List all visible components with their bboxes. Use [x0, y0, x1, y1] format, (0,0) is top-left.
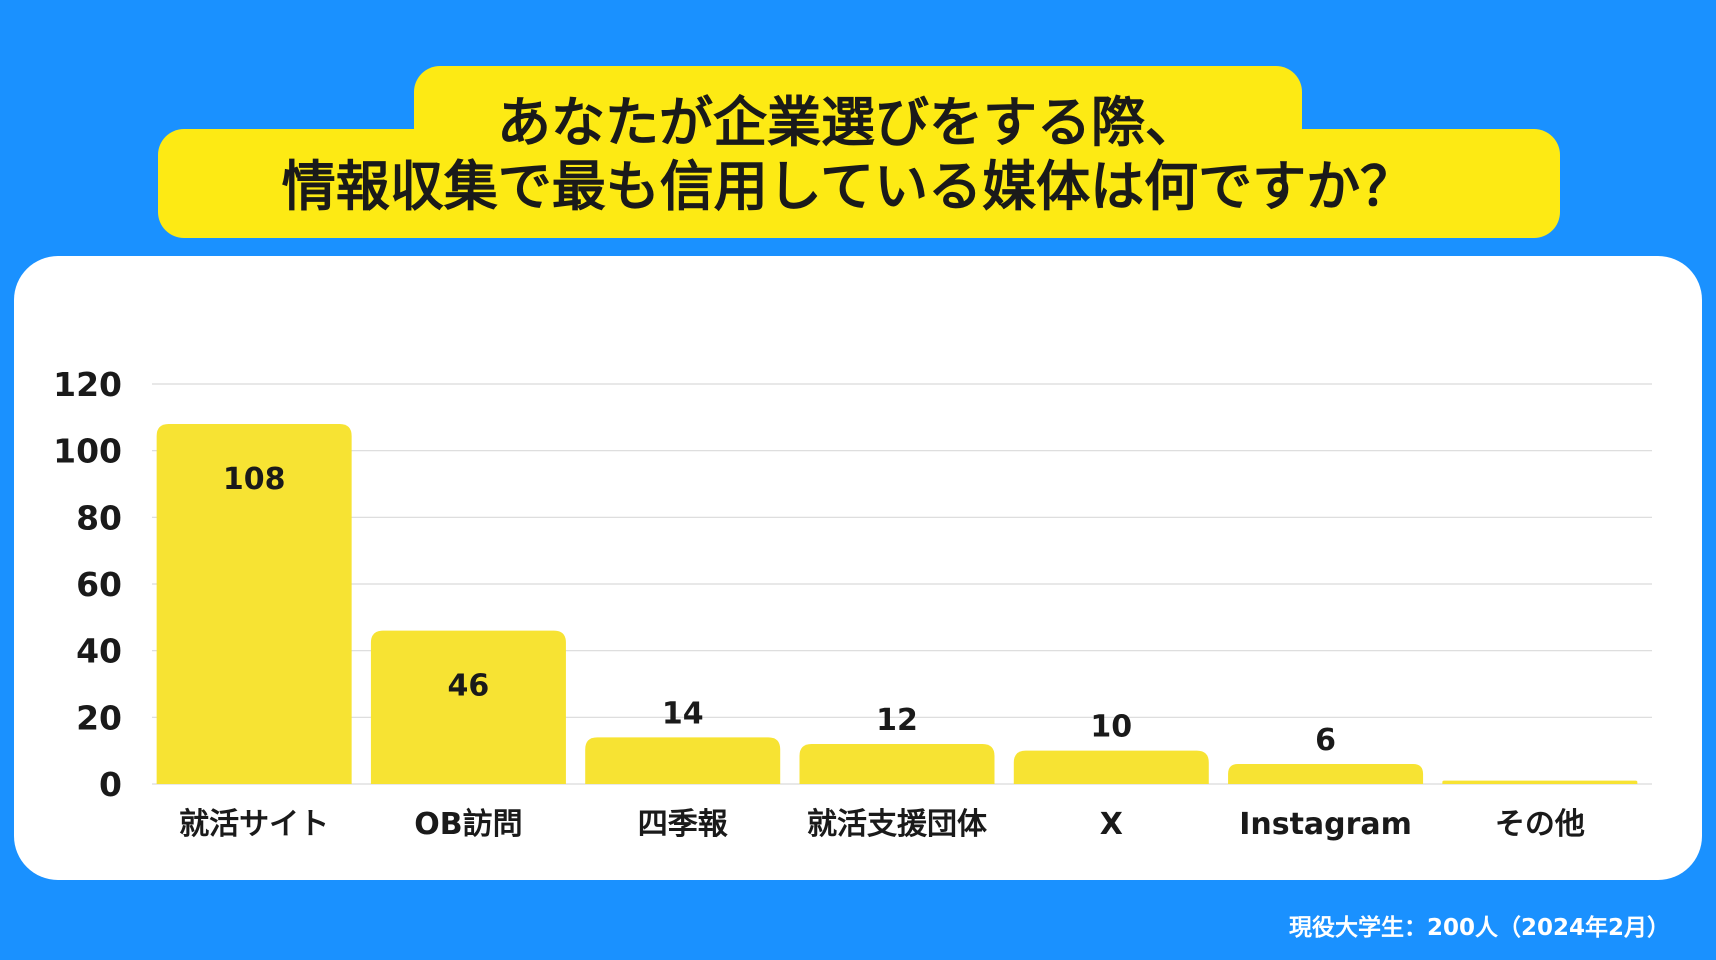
- bar-6: [1442, 780, 1638, 784]
- data-label-4: 10: [1090, 710, 1132, 745]
- y-tick-label: 0: [99, 765, 122, 804]
- category-label-6: その他: [1495, 807, 1585, 842]
- category-label-0: 就活サイト: [179, 807, 329, 842]
- bar-2: [585, 737, 781, 784]
- title-banner: [158, 66, 1560, 238]
- y-tick-label: 20: [76, 698, 122, 737]
- bar-4: [1013, 750, 1209, 784]
- bar-1: [370, 630, 566, 784]
- title-box-bottom: [158, 129, 1560, 238]
- data-label-0: 108: [223, 462, 286, 497]
- category-label-4: X: [1100, 807, 1123, 842]
- chart-title-line-1: あなたが企業選びをする際、: [497, 91, 1199, 154]
- category-label-1: OB訪問: [414, 807, 522, 842]
- category-label-3: 就活支援団体: [807, 807, 988, 842]
- data-label-5: 6: [1315, 723, 1336, 758]
- y-tick-label: 120: [53, 365, 122, 404]
- bar-0: [156, 424, 352, 784]
- data-label-3: 12: [876, 703, 918, 738]
- bar-5: [1228, 764, 1424, 784]
- bar-3: [799, 744, 995, 784]
- bar-chart: 0 20 40 60 80 100 120 108 就活サイト 46 OB訪問 14 四季報 12 就活支援…: [53, 365, 1652, 842]
- footnote-sample-info: 現役大学生：200人（2024年2月）: [1288, 915, 1670, 941]
- data-label-1: 46: [448, 669, 490, 704]
- y-tick-label: 80: [76, 498, 122, 537]
- chart-title-line-2: 情報収集で最も信用している媒体は何ですか？: [281, 155, 1415, 218]
- y-tick-label: 40: [76, 632, 122, 671]
- category-label-2: 四季報: [638, 807, 729, 842]
- category-label-5: Instagram: [1239, 807, 1412, 842]
- data-label-2: 14: [662, 696, 704, 731]
- chart-card: 0 20 40 60 80 100 120 108 就活サイト 46 OB訪問 14 四季報 12 就活支援…: [14, 256, 1702, 880]
- y-tick-label: 60: [76, 565, 122, 604]
- y-tick-label: 100: [53, 432, 122, 471]
